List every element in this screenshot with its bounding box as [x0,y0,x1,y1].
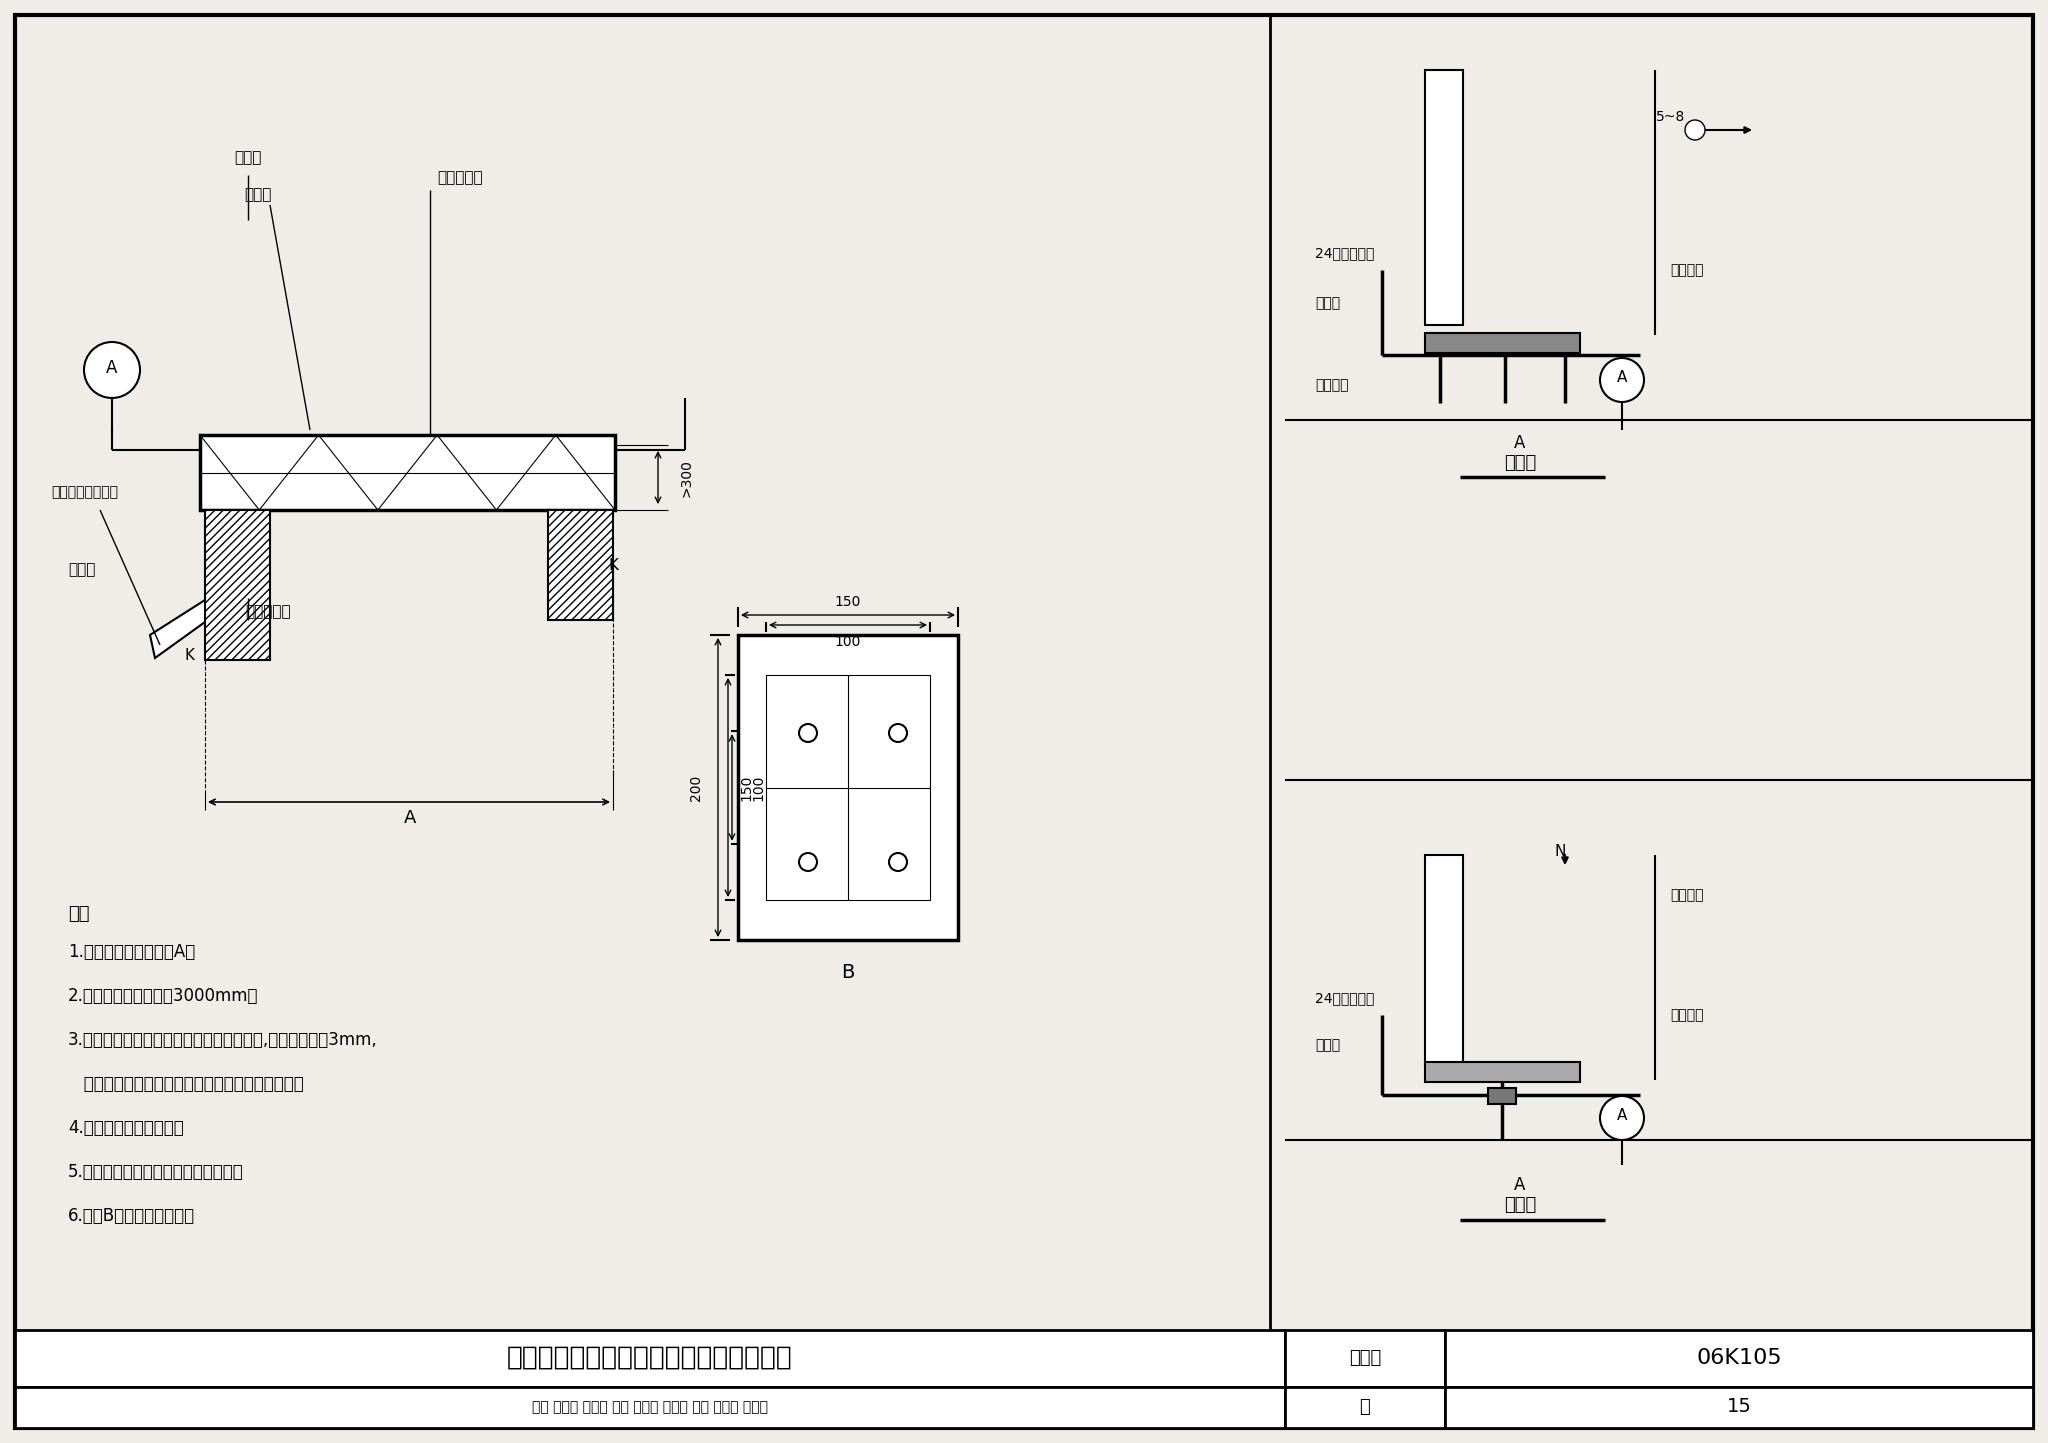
Text: 审核 温庚实 汤快多 校对 汪朝晖 汤朝涟 设计 赵立民 赵立民: 审核 温庚实 汤快多 校对 汪朝晖 汤朝涟 设计 赵立民 赵立民 [532,1400,768,1414]
Text: 图集号: 图集号 [1350,1349,1380,1367]
Ellipse shape [653,325,717,395]
Circle shape [84,342,139,398]
Text: 24号镀锌钢板: 24号镀锌钢板 [1315,245,1374,260]
Text: 页: 页 [1360,1398,1370,1416]
Text: 150: 150 [836,595,862,609]
Text: 200: 200 [688,775,702,801]
Text: 100: 100 [836,635,862,649]
Text: 06K105: 06K105 [1696,1348,1782,1368]
Text: A: A [1513,1176,1526,1193]
Polygon shape [150,600,205,658]
Text: 混凝土基础: 混凝土基础 [246,605,291,619]
Bar [14,1330,1284,1387]
Bar [1425,1062,1579,1082]
Ellipse shape [373,188,516,307]
Text: 5~8: 5~8 [1655,110,1686,124]
Text: 膨胀螺栓: 膨胀螺栓 [1669,887,1704,902]
Polygon shape [31,556,614,799]
Bar [1370,1014,1630,1095]
Ellipse shape [596,263,700,354]
Text: 保温层: 保温层 [68,563,96,577]
Text: A: A [106,359,117,377]
Text: 1.本通风器喉口尺寸为A。: 1.本通风器喉口尺寸为A。 [68,942,195,961]
Bar [1446,1387,2034,1429]
Bar [14,1387,1284,1429]
Ellipse shape [530,227,649,330]
Polygon shape [31,525,614,724]
Circle shape [889,853,907,872]
Text: K: K [184,648,195,662]
Bar [205,509,270,659]
Text: 方式一: 方式一 [1503,455,1536,472]
Text: 连接点: 连接点 [244,188,272,202]
Bar [201,434,614,509]
Circle shape [889,724,907,742]
Text: 2.本通风器单元长度为3000mm。: 2.本通风器单元长度为3000mm。 [68,987,258,1004]
Ellipse shape [213,205,356,325]
Circle shape [799,724,817,742]
Bar [1446,1330,2034,1387]
Text: 方式二: 方式二 [1503,1196,1536,1214]
Text: 6.本图B节点适用方式二。: 6.本图B节点适用方式二。 [68,1206,195,1225]
Ellipse shape [80,351,145,430]
Circle shape [1599,1097,1645,1140]
Bar [737,635,958,939]
Circle shape [1686,120,1706,140]
Text: 预埋圆钢: 预埋圆钢 [1315,378,1348,392]
Bar [1370,270,1630,355]
Bar [1425,71,1462,325]
Text: 4.结构基础由设计完成。: 4.结构基础由设计完成。 [68,1118,184,1137]
Text: 24号镀锌钢板: 24号镀锌钢板 [1315,991,1374,1004]
Text: 100: 100 [752,775,766,801]
Text: 150: 150 [739,775,754,801]
Bar [1425,333,1579,354]
Text: K: K [608,557,618,573]
Bar [1425,856,1462,1065]
Bar [100,380,721,460]
Circle shape [799,853,817,872]
Ellipse shape [150,237,281,348]
Text: A: A [1616,1108,1628,1124]
Ellipse shape [96,278,213,382]
Text: A: A [1513,434,1526,452]
Text: 预埋钢板: 预埋钢板 [1669,1009,1704,1022]
Text: A: A [403,810,416,827]
Text: 通风器底座: 通风器底座 [436,170,483,186]
Text: N: N [1554,844,1565,860]
Polygon shape [31,491,614,700]
Text: 注：: 注： [68,905,90,924]
Ellipse shape [453,202,588,315]
Text: 屋面层: 屋面层 [1315,1038,1339,1052]
Text: >300: >300 [680,459,694,496]
Ellipse shape [291,188,440,312]
Text: 15: 15 [1726,1397,1751,1417]
Bar [1489,1088,1516,1104]
Text: 采用方式一时钢板下平面必须焊上锚固螺栓加强。: 采用方式一时钢板下平面必须焊上锚固螺栓加强。 [68,1075,303,1092]
Text: 流线型屋顶自然通风器混凝土斜屋面安装: 流线型屋顶自然通风器混凝土斜屋面安装 [508,1345,793,1371]
Text: 泛水板: 泛水板 [233,150,262,166]
Text: 屋面层: 屋面层 [1315,296,1339,310]
Circle shape [1599,358,1645,403]
Bar [549,509,612,620]
Text: 附加防水卷材一层: 附加防水卷材一层 [51,485,119,499]
Text: A: A [1616,371,1628,385]
Text: B: B [842,962,854,981]
Bar [1284,1330,1446,1387]
Bar [1284,1387,1446,1429]
Bar [766,675,930,900]
Text: 3.本通风器基础预埋钢板需在同一水平面上,误差不得大于3mm,: 3.本通风器基础预埋钢板需在同一水平面上,误差不得大于3mm, [68,1030,377,1049]
Polygon shape [31,625,614,840]
Text: 5.方式二亦可采用预埋地脚螺栓型式。: 5.方式二亦可采用预埋地脚螺栓型式。 [68,1163,244,1180]
Text: 预埋钢板: 预埋钢板 [1669,263,1704,277]
